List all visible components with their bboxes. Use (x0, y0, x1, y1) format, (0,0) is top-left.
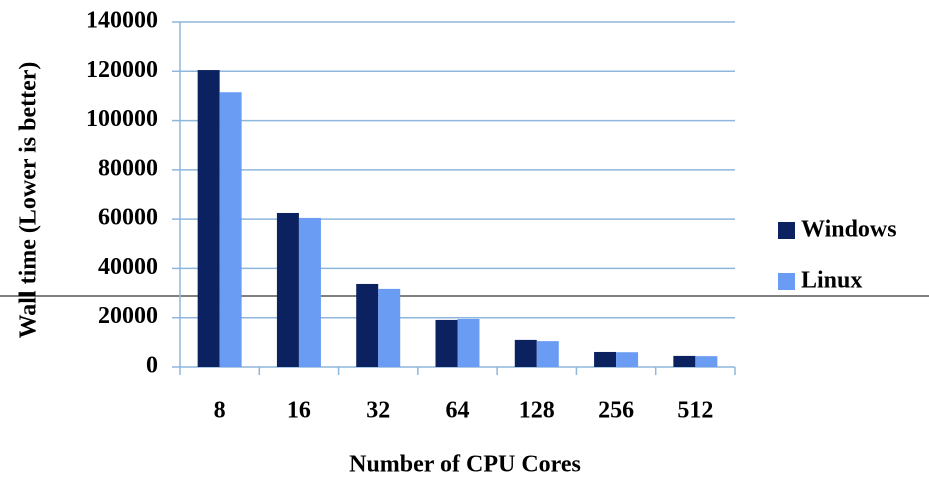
legend-swatch (778, 222, 795, 239)
y-tick-label: 140000 (86, 8, 158, 34)
y-tick-label: 60000 (98, 205, 158, 231)
bar (356, 283, 379, 367)
x-tick-label: 512 (677, 398, 713, 424)
y-tick-label: 20000 (98, 303, 158, 329)
bar (298, 217, 321, 367)
bar (695, 356, 718, 367)
bar (219, 92, 242, 367)
bar (594, 351, 617, 367)
y-tick-label: 40000 (98, 254, 158, 280)
bar (378, 288, 401, 367)
bar (673, 355, 696, 367)
bar (197, 70, 220, 367)
y-tick-label: 0 (146, 353, 158, 379)
x-tick-label: 128 (519, 398, 555, 424)
bar (457, 318, 480, 367)
legend-label: Linux (801, 268, 862, 294)
y-tick-label: 120000 (86, 57, 158, 83)
x-tick-label: 256 (598, 398, 634, 424)
bar (276, 212, 299, 367)
y-tick-label: 80000 (98, 155, 158, 181)
x-tick-label: 32 (366, 398, 390, 424)
bar (536, 341, 559, 367)
x-axis-label: Number of CPU Cores (349, 452, 581, 478)
legend-swatch (778, 273, 795, 290)
x-tick-label: 64 (446, 398, 470, 424)
y-tick-label: 100000 (86, 106, 158, 132)
legend-label: Windows (801, 217, 897, 243)
y-axis-label: Wall time (Lower is better) (16, 62, 42, 339)
bar (435, 319, 458, 367)
bar (616, 352, 639, 367)
bar (514, 339, 537, 367)
x-tick-label: 16 (287, 398, 311, 424)
x-tick-label: 8 (214, 398, 226, 424)
